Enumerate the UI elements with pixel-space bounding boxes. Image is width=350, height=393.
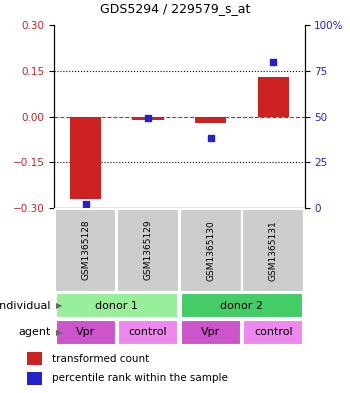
Text: control: control <box>129 327 167 338</box>
Text: Vpr: Vpr <box>76 327 95 338</box>
FancyBboxPatch shape <box>243 320 303 345</box>
FancyBboxPatch shape <box>118 320 178 345</box>
Text: GSM1365131: GSM1365131 <box>269 220 278 281</box>
Text: individual: individual <box>0 301 51 311</box>
Bar <box>27 372 42 385</box>
FancyBboxPatch shape <box>181 320 241 345</box>
Bar <box>70 117 101 199</box>
Text: transformed count: transformed count <box>52 354 149 364</box>
Point <box>208 135 213 141</box>
Text: GSM1365129: GSM1365129 <box>144 220 153 281</box>
Text: control: control <box>254 327 293 338</box>
FancyBboxPatch shape <box>180 209 242 292</box>
FancyBboxPatch shape <box>56 320 116 345</box>
Bar <box>195 117 226 123</box>
FancyBboxPatch shape <box>117 209 179 292</box>
Text: agent: agent <box>18 327 51 338</box>
Text: ▶: ▶ <box>56 301 63 310</box>
Bar <box>132 117 164 119</box>
Point <box>145 115 151 121</box>
Text: GDS5294 / 229579_s_at: GDS5294 / 229579_s_at <box>100 2 250 15</box>
FancyBboxPatch shape <box>181 294 303 318</box>
FancyBboxPatch shape <box>56 294 178 318</box>
Text: Vpr: Vpr <box>201 327 220 338</box>
Text: GSM1365128: GSM1365128 <box>81 220 90 281</box>
Text: ▶: ▶ <box>56 328 63 337</box>
Bar <box>27 352 42 365</box>
Point <box>271 59 276 65</box>
Text: donor 2: donor 2 <box>220 301 264 311</box>
Text: donor 1: donor 1 <box>95 301 138 311</box>
FancyBboxPatch shape <box>55 209 117 292</box>
Point <box>83 201 88 208</box>
Text: GSM1365130: GSM1365130 <box>206 220 215 281</box>
FancyBboxPatch shape <box>242 209 304 292</box>
Text: percentile rank within the sample: percentile rank within the sample <box>52 373 228 383</box>
Bar <box>258 77 289 117</box>
